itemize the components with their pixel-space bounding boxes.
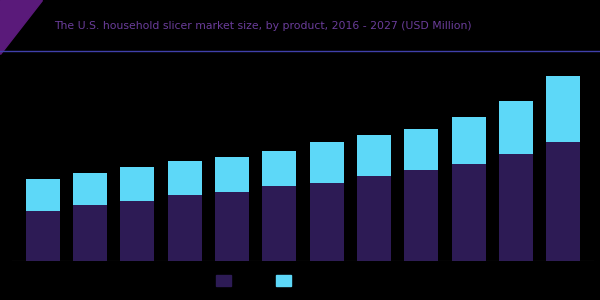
Bar xyxy=(404,170,439,261)
Bar xyxy=(262,186,296,261)
Bar xyxy=(121,167,154,201)
Bar xyxy=(167,160,202,195)
Bar xyxy=(452,117,485,164)
Bar xyxy=(121,201,154,261)
Bar xyxy=(276,275,290,286)
Bar xyxy=(452,164,485,261)
Bar xyxy=(216,275,231,286)
Bar xyxy=(310,182,344,261)
Bar xyxy=(404,129,439,170)
Bar xyxy=(310,142,344,182)
Bar xyxy=(73,173,107,205)
Polygon shape xyxy=(0,0,42,54)
Bar xyxy=(26,211,60,261)
Bar xyxy=(546,142,580,261)
Bar xyxy=(499,154,533,261)
Bar xyxy=(73,205,107,261)
Text: The U.S. household slicer market size, by product, 2016 - 2027 (USD Million): The U.S. household slicer market size, b… xyxy=(54,21,472,31)
Bar xyxy=(215,192,249,261)
Bar xyxy=(262,151,296,186)
Bar xyxy=(26,179,60,211)
Bar xyxy=(546,76,580,142)
Bar xyxy=(499,101,533,154)
Bar xyxy=(167,195,202,261)
Bar xyxy=(357,136,391,176)
Bar xyxy=(215,158,249,192)
Bar xyxy=(357,176,391,261)
